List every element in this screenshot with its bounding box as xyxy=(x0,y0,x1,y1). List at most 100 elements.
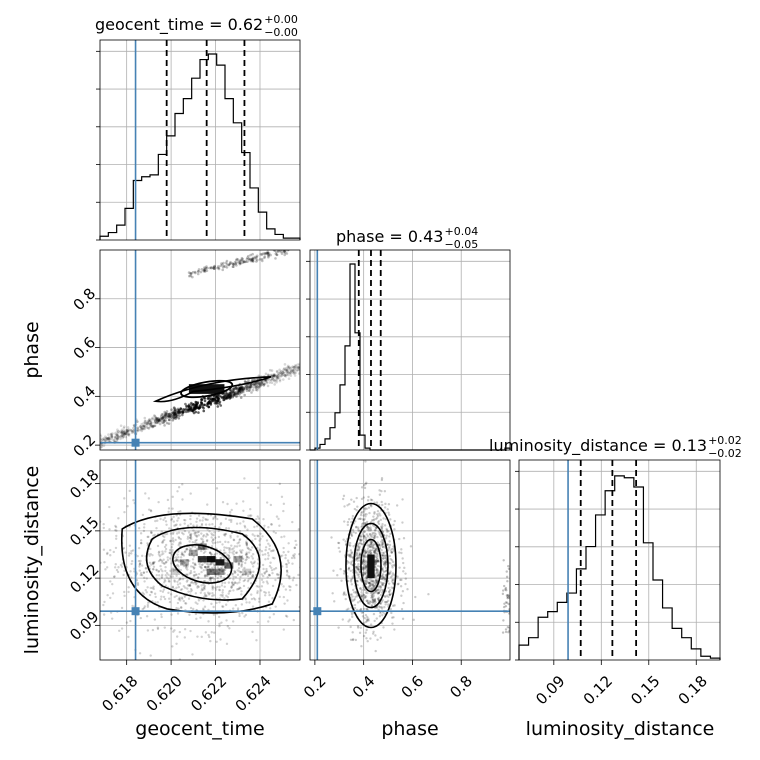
sample-point xyxy=(201,588,205,592)
sample-point xyxy=(139,539,143,542)
sample-point xyxy=(273,375,277,378)
sample-point xyxy=(249,582,253,585)
sample-point xyxy=(226,502,229,506)
sample-point xyxy=(125,621,129,624)
sample-point xyxy=(241,388,245,392)
sample-point xyxy=(181,411,185,414)
sample-point xyxy=(218,622,221,626)
sample-point xyxy=(176,490,179,493)
sample-point xyxy=(157,500,160,504)
sample-point xyxy=(164,543,168,547)
sample-point xyxy=(238,387,242,390)
sample-point xyxy=(385,600,389,604)
sample-point xyxy=(240,391,243,395)
sample-point xyxy=(293,553,296,556)
sample-point xyxy=(215,572,218,575)
sample-point xyxy=(243,386,247,389)
sample-point xyxy=(192,567,196,570)
sample-point xyxy=(219,523,222,526)
sample-point xyxy=(239,387,242,391)
sample-point xyxy=(232,394,236,397)
sample-point xyxy=(363,517,366,521)
sample-point xyxy=(371,582,375,586)
sample-point xyxy=(114,546,118,550)
sample-point xyxy=(271,377,274,380)
sample-point xyxy=(139,425,143,428)
sample-point xyxy=(381,543,384,547)
sample-point xyxy=(158,418,162,422)
sample-point xyxy=(115,534,118,538)
sample-point xyxy=(221,268,225,272)
sample-point xyxy=(255,525,259,528)
sample-point xyxy=(285,615,289,618)
sample-point xyxy=(504,588,507,591)
sample-point xyxy=(179,410,183,414)
sample-point xyxy=(101,451,104,454)
sample-point xyxy=(246,387,249,390)
histogram-phase xyxy=(310,263,511,451)
sample-point xyxy=(232,575,235,578)
sample-point xyxy=(257,585,260,588)
sample-point xyxy=(169,532,173,535)
sample-point xyxy=(369,528,373,531)
sample-point xyxy=(363,565,367,568)
sample-point xyxy=(382,562,386,566)
sample-point xyxy=(208,576,212,580)
sample-point xyxy=(229,536,232,539)
sample-point xyxy=(178,411,182,414)
sample-point xyxy=(227,592,230,595)
sample-point xyxy=(376,513,379,516)
sample-point xyxy=(373,585,376,588)
sample-point xyxy=(396,575,399,578)
sample-point xyxy=(381,566,384,570)
sample-point xyxy=(229,392,233,395)
sample-point xyxy=(157,418,161,421)
sample-point xyxy=(241,611,244,615)
sample-point xyxy=(170,627,173,630)
sample-point xyxy=(383,605,386,609)
sample-point xyxy=(209,562,213,565)
sample-point xyxy=(375,578,378,582)
sample-point xyxy=(383,595,386,598)
sample-point xyxy=(372,601,375,604)
sample-point xyxy=(198,406,201,410)
sample-point xyxy=(281,371,285,374)
sample-point xyxy=(187,524,190,527)
sample-point xyxy=(204,550,207,553)
sample-point xyxy=(257,597,261,600)
sample-point xyxy=(372,515,375,518)
sample-point xyxy=(369,584,372,587)
sample-point xyxy=(160,541,164,544)
sample-point xyxy=(388,554,392,558)
contour-level-2 xyxy=(152,376,272,403)
sample-point xyxy=(246,574,250,578)
sample-point xyxy=(355,509,358,512)
sample-point xyxy=(275,515,279,518)
sample-point xyxy=(396,583,400,586)
sample-point xyxy=(508,626,510,629)
sample-point xyxy=(382,554,385,557)
sample-point xyxy=(293,374,297,377)
sample-point xyxy=(278,524,281,527)
sample-point xyxy=(283,251,287,255)
sample-point xyxy=(508,629,510,632)
sample-point xyxy=(295,583,298,587)
sample-point xyxy=(373,529,377,532)
sample-point xyxy=(361,522,364,526)
sample-point xyxy=(146,422,149,425)
sample-point xyxy=(365,533,369,536)
sample-point xyxy=(368,511,371,515)
sample-point xyxy=(385,561,388,564)
sample-point xyxy=(384,557,388,560)
sample-point xyxy=(226,625,230,628)
sample-point xyxy=(255,585,259,588)
sample-point xyxy=(239,522,242,525)
sample-point xyxy=(209,563,213,566)
sample-point xyxy=(369,623,373,626)
sample-point xyxy=(391,574,394,577)
sample-point xyxy=(257,386,261,389)
sample-point xyxy=(250,378,254,382)
sample-point xyxy=(237,389,241,392)
sample-point xyxy=(221,591,224,594)
sample-point xyxy=(100,438,102,441)
